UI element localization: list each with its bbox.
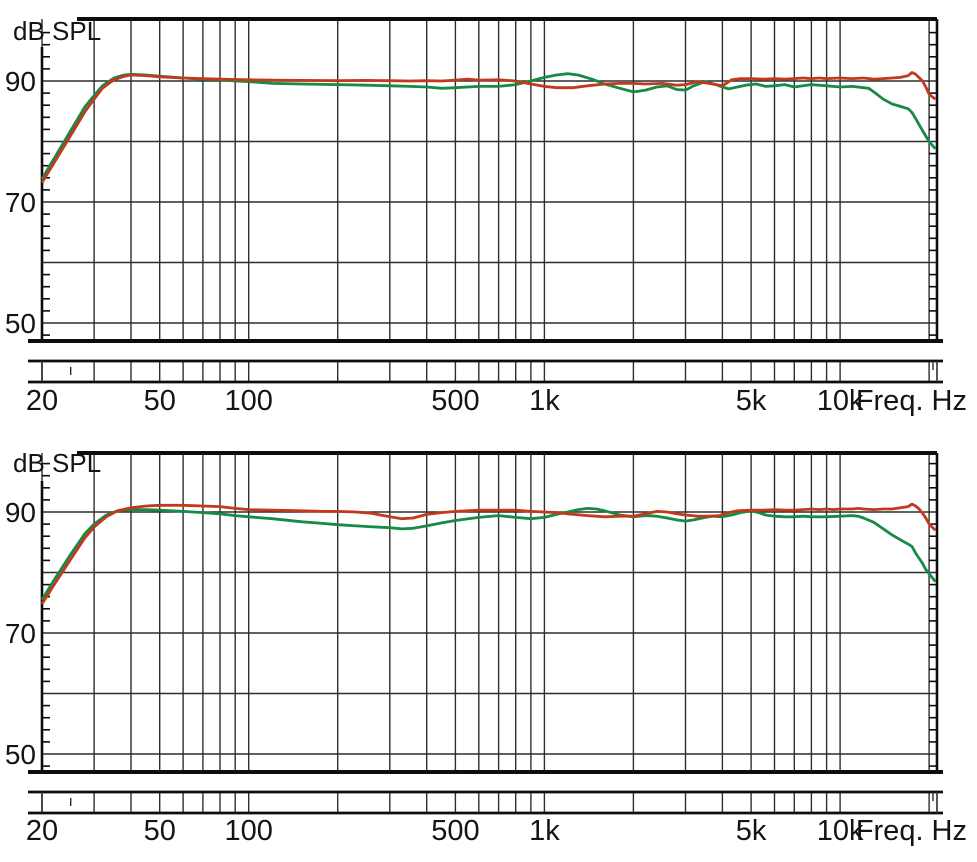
y-axis-title: dB SPL — [13, 448, 101, 478]
x-tick-label: 5k — [736, 385, 767, 417]
y-minor-ticks — [42, 462, 937, 767]
y-tick-label: 90 — [5, 66, 36, 97]
red-curve-path — [40, 502, 937, 605]
x-axis-title: Freq. Hz — [856, 385, 967, 417]
y-tick-label: 50 — [5, 739, 36, 770]
x-tick-label: 20 — [26, 385, 58, 417]
grid — [41, 19, 937, 382]
x-tick-label: 10k — [817, 815, 864, 847]
red-curve-path — [40, 71, 937, 184]
green-curve-path — [40, 72, 937, 180]
x-tick-label: 5k — [736, 815, 767, 847]
x-tick-label: 1k — [529, 815, 560, 847]
y-minor-ticks — [42, 31, 937, 336]
x-tick-label: 100 — [225, 815, 273, 847]
x-tick-label: 500 — [431, 385, 479, 417]
frequency-response-chart-top: dB SPL 90 70 50 20 50 100 500 1k 5k 10k Freq. Hz — [0, 0, 977, 424]
x-tick-label: 20 — [26, 815, 58, 847]
y-axis-title: dB SPL — [13, 16, 101, 46]
x-tick-label: 1k — [529, 385, 560, 417]
green-curve-path — [40, 507, 937, 601]
x-tick-label: 50 — [144, 385, 176, 417]
x-tick-label: 100 — [225, 385, 273, 417]
grid — [41, 453, 937, 813]
x-axis-ruler — [28, 359, 943, 384]
x-tick-label: 50 — [144, 815, 176, 847]
y-tick-label: 50 — [5, 308, 36, 339]
x-axis-title: Freq. Hz — [856, 815, 967, 847]
x-tick-label: 500 — [431, 815, 479, 847]
y-tick-label: 70 — [5, 187, 36, 218]
y-tick-label: 90 — [5, 497, 36, 528]
x-axis-ruler — [28, 790, 943, 815]
y-tick-label: 70 — [5, 618, 36, 649]
curves — [40, 71, 937, 184]
axis-spines — [28, 17, 943, 343]
axis-spines — [28, 451, 943, 774]
x-tick-label: 10k — [817, 385, 864, 417]
frequency-response-chart-bottom: dB SPL 90 70 50 20 50 100 500 1k 5k 10k Freq. Hz — [0, 434, 977, 862]
curves — [40, 502, 937, 605]
